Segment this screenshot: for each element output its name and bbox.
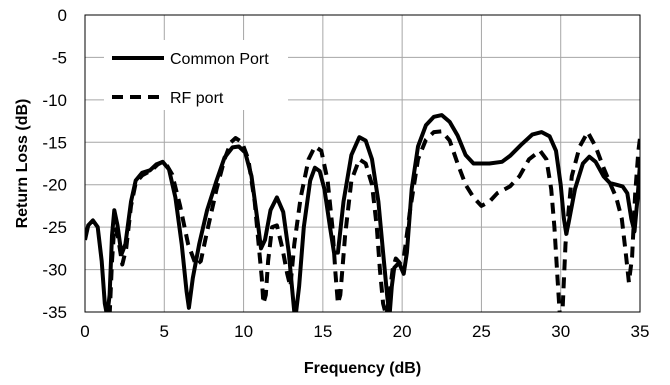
legend-label-rf-port: RF port	[170, 90, 224, 107]
y-tick-label: -5	[52, 48, 67, 67]
y-tick-label: 0	[58, 6, 67, 25]
x-tick-label: 5	[160, 322, 169, 341]
x-axis-title: Frequency (dB)	[304, 360, 421, 377]
y-tick-label: -30	[42, 261, 67, 280]
x-tick-label: 25	[472, 322, 491, 341]
x-tick-label: 0	[80, 322, 89, 341]
x-tick-label: 20	[393, 322, 412, 341]
x-tick-label: 30	[551, 322, 570, 341]
plot-area-border	[84, 14, 641, 313]
y-tick-label: -10	[42, 91, 67, 110]
series-layer	[85, 113, 640, 312]
x-axis-tick-labels: 0 5 10 15 20 25 30 35	[80, 322, 649, 341]
y-tick-label: -15	[42, 133, 67, 152]
series-line-common-port	[85, 113, 640, 312]
y-tick-label: -35	[42, 303, 67, 322]
y-axis-tick-labels: 0 -5 -10 -15 -20 -25 -30 -35	[42, 6, 67, 322]
y-tick-label: -20	[42, 176, 67, 195]
x-tick-label: 35	[631, 322, 650, 341]
series-line-rf-port	[107, 129, 640, 312]
y-tick-label: -25	[42, 218, 67, 237]
y-axis-title: Return Loss (dB)	[14, 99, 31, 229]
x-tick-label: 10	[234, 322, 253, 341]
x-tick-label: 15	[313, 322, 332, 341]
legend: Common Port RF port	[104, 40, 288, 110]
legend-label-common-port: Common Port	[170, 51, 269, 68]
